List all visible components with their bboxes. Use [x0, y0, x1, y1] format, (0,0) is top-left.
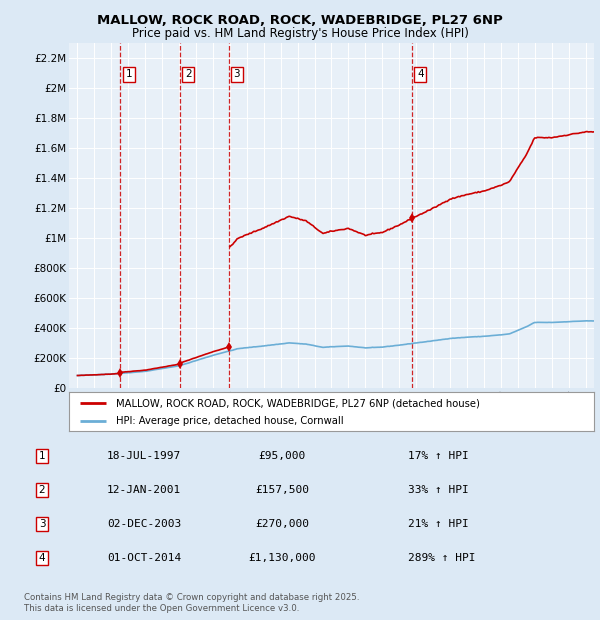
Text: 4: 4	[38, 553, 46, 563]
Text: 1: 1	[38, 451, 46, 461]
Text: 21% ↑ HPI: 21% ↑ HPI	[408, 519, 469, 529]
Text: 289% ↑ HPI: 289% ↑ HPI	[408, 553, 476, 563]
Text: MALLOW, ROCK ROAD, ROCK, WADEBRIDGE, PL27 6NP: MALLOW, ROCK ROAD, ROCK, WADEBRIDGE, PL2…	[97, 14, 503, 27]
Text: £1,130,000: £1,130,000	[248, 553, 316, 563]
Text: 02-DEC-2003: 02-DEC-2003	[107, 519, 181, 529]
Text: 2: 2	[38, 485, 46, 495]
Text: 2: 2	[185, 69, 191, 79]
Text: 4: 4	[417, 69, 424, 79]
Text: 18-JUL-1997: 18-JUL-1997	[107, 451, 181, 461]
Text: Contains HM Land Registry data © Crown copyright and database right 2025.
This d: Contains HM Land Registry data © Crown c…	[24, 593, 359, 613]
Text: £95,000: £95,000	[259, 451, 305, 461]
Text: HPI: Average price, detached house, Cornwall: HPI: Average price, detached house, Corn…	[116, 416, 344, 427]
Text: 3: 3	[233, 69, 240, 79]
Text: £270,000: £270,000	[255, 519, 309, 529]
Text: Price paid vs. HM Land Registry's House Price Index (HPI): Price paid vs. HM Land Registry's House …	[131, 27, 469, 40]
Text: £157,500: £157,500	[255, 485, 309, 495]
Text: 1: 1	[125, 69, 132, 79]
Text: 12-JAN-2001: 12-JAN-2001	[107, 485, 181, 495]
Text: 01-OCT-2014: 01-OCT-2014	[107, 553, 181, 563]
Text: 17% ↑ HPI: 17% ↑ HPI	[408, 451, 469, 461]
Text: MALLOW, ROCK ROAD, ROCK, WADEBRIDGE, PL27 6NP (detached house): MALLOW, ROCK ROAD, ROCK, WADEBRIDGE, PL2…	[116, 398, 480, 408]
Text: 33% ↑ HPI: 33% ↑ HPI	[408, 485, 469, 495]
Text: 3: 3	[38, 519, 46, 529]
